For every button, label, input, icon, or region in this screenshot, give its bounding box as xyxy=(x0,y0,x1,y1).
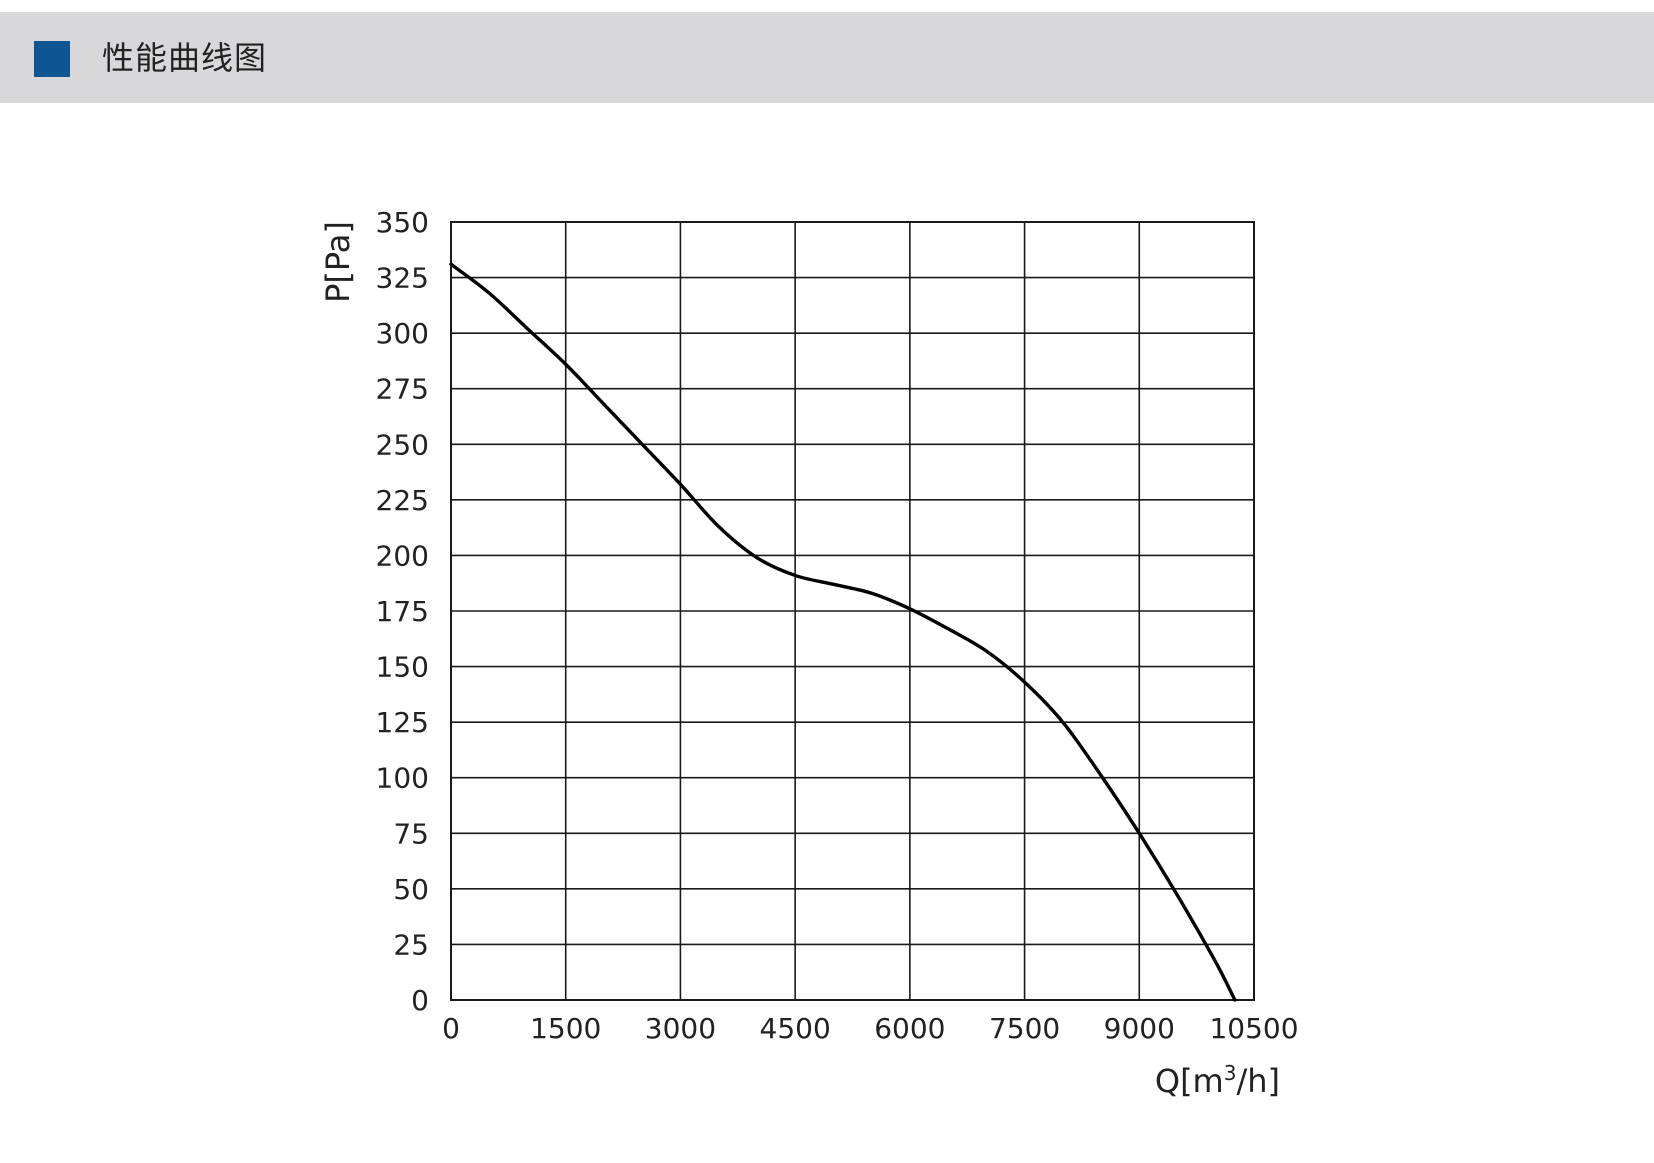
plot-frame xyxy=(450,221,1255,1001)
y-tick-label: 200 xyxy=(376,539,429,572)
y-tick-label: 175 xyxy=(376,595,429,628)
y-tick-label: 0 xyxy=(411,984,429,1017)
chart-series xyxy=(449,262,1237,1002)
y-tick-label: 100 xyxy=(376,762,429,795)
y-tick-label: 50 xyxy=(393,873,429,906)
y-tick-label: 300 xyxy=(376,317,429,350)
x-axis-title-tail: /h] xyxy=(1236,1062,1280,1100)
x-tick-label: 3000 xyxy=(645,1012,716,1045)
x-axis-title-sup: 3 xyxy=(1224,1061,1237,1085)
header-accent-square xyxy=(34,41,70,77)
chart-tick-labels: 0 1500 3000 4500 6000 7500 9000 10500 0 25 50 75 100… xyxy=(376,206,1299,1045)
y-tick-label: 250 xyxy=(376,428,429,461)
header-bar: 性能曲线图 xyxy=(0,12,1654,103)
y-tick-label: 275 xyxy=(376,373,429,406)
y-tick-label: 25 xyxy=(393,928,429,961)
chart-grid xyxy=(450,221,1255,1001)
x-tick-label: 4500 xyxy=(760,1012,831,1045)
x-axis-title: Q[m3/h] xyxy=(1155,1061,1280,1100)
page-title: 性能曲线图 xyxy=(102,39,268,77)
x-tick-label: 1500 xyxy=(530,1012,601,1045)
y-tick-label: 225 xyxy=(376,484,429,517)
y-tick-label: 350 xyxy=(376,206,429,239)
x-tick-label: 0 xyxy=(442,1012,460,1045)
x-tick-label: 6000 xyxy=(874,1012,945,1045)
x-tick-label: 9000 xyxy=(1104,1012,1175,1045)
series-line xyxy=(449,262,1237,1002)
y-tick-label: 325 xyxy=(376,262,429,295)
x-axis-title-main: Q[m xyxy=(1155,1062,1224,1100)
y-axis-title: P[Pa] xyxy=(319,221,357,303)
y-tick-label: 75 xyxy=(393,817,429,850)
y-tick-label: 150 xyxy=(376,651,429,684)
y-tick-label: 125 xyxy=(376,706,429,739)
x-tick-label: 7500 xyxy=(989,1012,1060,1045)
x-tick-label: 10500 xyxy=(1209,1012,1298,1045)
